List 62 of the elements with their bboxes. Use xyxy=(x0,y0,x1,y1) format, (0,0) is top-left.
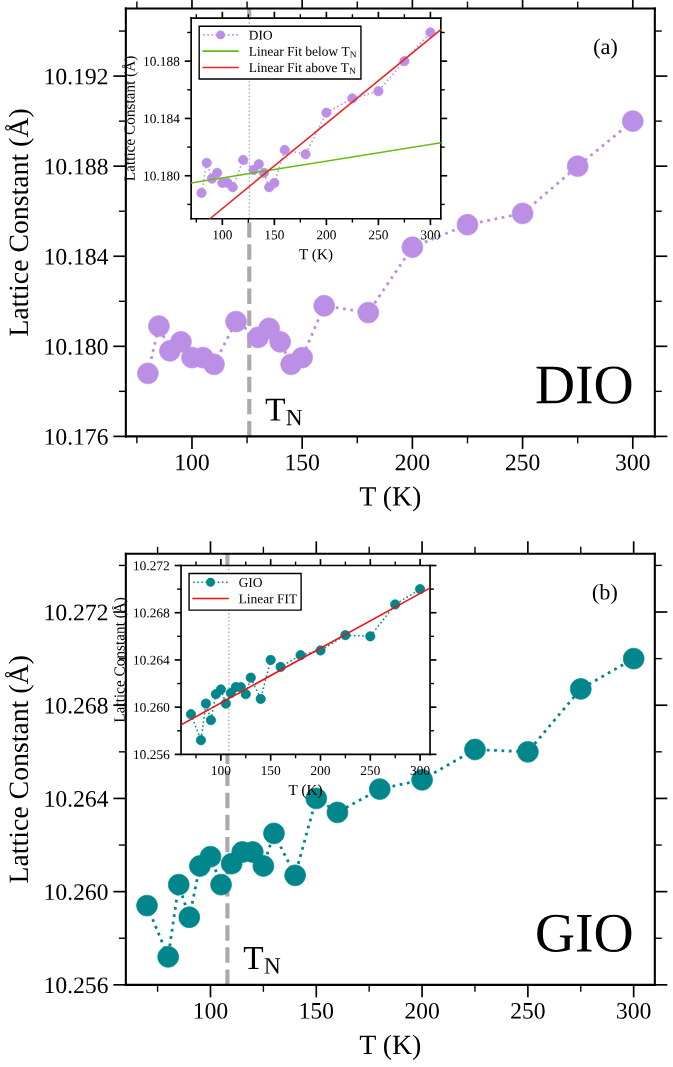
y-axis-title: Lattice Constant (Å) xyxy=(5,109,34,336)
x-tick-label: 100 xyxy=(212,766,231,776)
point xyxy=(148,315,170,337)
point xyxy=(566,155,589,177)
y-tick-label: 10.184 xyxy=(45,248,109,265)
x-tick-label: 200 xyxy=(311,766,331,776)
y-tick-label: 10.180 xyxy=(144,171,180,181)
legend-label: Linear Fit above T$_{N}$ xyxy=(249,62,356,74)
y-tick-label: 10.260 xyxy=(45,884,108,901)
x-tick-label: 200 xyxy=(395,454,430,471)
x-tick-label: 150 xyxy=(300,1002,334,1019)
y-tick-label: 10.268 xyxy=(45,697,108,714)
y-tick-label: 10.264 xyxy=(45,790,109,807)
x-tick-label: 250 xyxy=(360,766,380,776)
point xyxy=(622,647,645,670)
x-tick-label: 150 xyxy=(286,454,319,471)
x-tick-label: 250 xyxy=(511,1002,545,1019)
x-tick-label: 300 xyxy=(617,1002,651,1019)
x-tick-label: 150 xyxy=(261,766,281,776)
y-tick-label: 10.256 xyxy=(45,977,108,994)
x-axis-title: T (K) xyxy=(359,486,421,512)
x-tick-label: 200 xyxy=(405,1002,439,1019)
point xyxy=(313,295,335,317)
annotation: (b) xyxy=(592,583,617,605)
x-tick-label: 200 xyxy=(316,230,336,240)
ref-line-label: T$_{N}$ xyxy=(265,398,303,426)
x-axis-title: T (K) xyxy=(299,248,333,263)
y-tick-label: 10.264 xyxy=(134,655,170,665)
y-tick-label: 10.268 xyxy=(134,608,170,618)
y-tick-label: 10.272 xyxy=(45,604,108,621)
y-tick-label: 10.176 xyxy=(45,428,108,445)
annotation: GIO xyxy=(537,914,632,952)
point xyxy=(291,346,313,369)
y-tick-label: 10.180 xyxy=(45,338,108,355)
point xyxy=(263,822,285,845)
legend-label: Linear Fit below T$_{N}$ xyxy=(249,46,357,58)
point xyxy=(357,301,380,324)
ref-line-label: T$_{N}$ xyxy=(243,947,281,974)
x-tick-label: 250 xyxy=(505,454,540,471)
x-axis-title: T (K) xyxy=(359,1034,421,1060)
x-tick-label: 100 xyxy=(194,1002,228,1019)
y-axis-title: Lattice Constant (Å) xyxy=(5,656,34,883)
y-tick-label: 10.192 xyxy=(45,68,108,85)
legend-label: Linear FIT xyxy=(239,594,297,604)
y-tick-label: 10.256 xyxy=(134,750,170,760)
annotation: DIO xyxy=(536,366,632,404)
point xyxy=(570,678,592,700)
annotation: (a) xyxy=(594,38,617,59)
y-tick-label: 10.272 xyxy=(134,561,170,571)
x-tick-label: 250 xyxy=(368,230,388,240)
legend-label: GIO xyxy=(239,578,262,588)
x-tick-label: 300 xyxy=(421,230,440,240)
y-tick-label: 10.260 xyxy=(134,702,170,712)
y-tick-label: 10.188 xyxy=(45,158,108,175)
legend-label: DIO xyxy=(249,30,273,40)
point xyxy=(203,353,225,376)
x-tick-label: 300 xyxy=(616,454,650,471)
x-tick-label: 100 xyxy=(176,454,209,471)
x-tick-label: 150 xyxy=(265,230,284,240)
x-tick-label: 100 xyxy=(213,230,232,240)
y-tick-label: 10.184 xyxy=(144,114,180,124)
y-tick-label: 10.188 xyxy=(144,56,180,66)
